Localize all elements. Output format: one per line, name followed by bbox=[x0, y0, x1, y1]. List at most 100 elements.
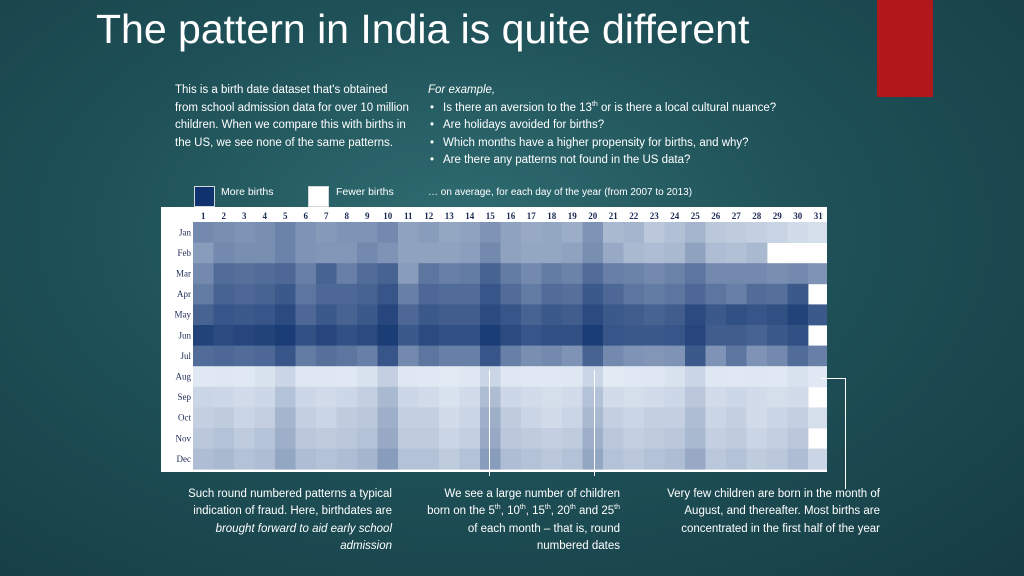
heatmap-cell bbox=[603, 222, 624, 243]
x-tick-label: 22 bbox=[629, 211, 639, 221]
heatmap-cell bbox=[644, 428, 665, 449]
x-tick-label: 18 bbox=[547, 211, 557, 221]
heatmap-cell bbox=[193, 283, 214, 305]
heatmap-cell bbox=[439, 222, 460, 243]
heatmap-cell bbox=[295, 283, 317, 305]
heatmap-cell bbox=[316, 448, 337, 470]
heatmap-cell bbox=[398, 283, 419, 305]
x-tick-label: 2 bbox=[222, 211, 227, 221]
legend-swatch-fewer bbox=[308, 186, 329, 207]
heatmap-cell bbox=[685, 263, 706, 285]
heatmap-cell bbox=[295, 448, 317, 470]
heatmap-cell bbox=[336, 304, 358, 326]
heatmap-cell bbox=[295, 345, 317, 367]
heatmap-cell bbox=[623, 366, 645, 388]
heatmap-cell bbox=[705, 386, 727, 408]
heatmap-cell bbox=[480, 325, 501, 346]
heatmap-cell bbox=[664, 222, 686, 243]
heatmap-cell bbox=[644, 407, 665, 429]
x-tick-label: 14 bbox=[465, 211, 475, 221]
heatmap-cell bbox=[603, 263, 624, 285]
heatmap-cell bbox=[418, 242, 440, 264]
heatmap-cell bbox=[746, 428, 768, 449]
heatmap-cell bbox=[398, 242, 419, 264]
heatmap-cell bbox=[213, 448, 235, 470]
heatmap-cell bbox=[295, 386, 317, 408]
heatmap-cell bbox=[541, 263, 563, 285]
heatmap-cell bbox=[377, 263, 399, 285]
x-tick-label: 27 bbox=[732, 211, 742, 221]
heatmap-cell bbox=[644, 304, 665, 326]
heatmap-cell bbox=[439, 345, 460, 367]
x-tick-label: 7 bbox=[324, 211, 329, 221]
heatmap-cell bbox=[808, 448, 827, 470]
heatmap-cell bbox=[521, 263, 542, 285]
heatmap-cell bbox=[193, 448, 214, 470]
heatmap-cell bbox=[439, 366, 460, 388]
heatmap-cell bbox=[500, 428, 522, 449]
heatmap-cell bbox=[664, 366, 686, 388]
heatmap-cell bbox=[767, 263, 788, 285]
heatmap-cell bbox=[357, 386, 378, 408]
heatmap-cell bbox=[623, 222, 645, 243]
heatmap-cell bbox=[603, 366, 624, 388]
heatmap-cell bbox=[787, 386, 809, 408]
heatmap-cell bbox=[582, 242, 604, 264]
heatmap-cell bbox=[664, 345, 686, 367]
heatmap-cell bbox=[213, 345, 235, 367]
heatmap-cell bbox=[685, 448, 706, 470]
heatmap-cell bbox=[787, 304, 809, 326]
heatmap-cell bbox=[685, 407, 706, 429]
heatmap-cell bbox=[254, 386, 276, 408]
heatmap-cell bbox=[623, 386, 645, 408]
heatmap-cell bbox=[787, 345, 809, 367]
heatmap-cell bbox=[582, 222, 604, 243]
heatmap-cell bbox=[336, 366, 358, 388]
heatmap-cell bbox=[439, 325, 460, 346]
heatmap-cell bbox=[193, 407, 214, 429]
heatmap-cell bbox=[439, 428, 460, 449]
heatmap-cell bbox=[459, 222, 481, 243]
heatmap-cell bbox=[562, 448, 583, 470]
heatmap-cell bbox=[234, 366, 255, 388]
heatmap-cell bbox=[582, 366, 604, 388]
heatmap-cell bbox=[357, 222, 378, 243]
heatmap-cell bbox=[562, 263, 583, 285]
heatmap-cell bbox=[644, 242, 665, 264]
heatmap-cell bbox=[767, 386, 788, 408]
heatmap-cell bbox=[746, 345, 768, 367]
heatmap-cell bbox=[254, 448, 276, 470]
heatmap-cell bbox=[500, 263, 522, 285]
y-tick-label: Sep bbox=[178, 392, 192, 402]
heatmap-cell bbox=[275, 304, 296, 326]
heatmap-cell bbox=[213, 222, 235, 243]
heatmap-cell bbox=[623, 242, 645, 264]
heatmap-cell bbox=[582, 407, 604, 429]
heatmap-cell bbox=[295, 304, 317, 326]
heatmap-cell bbox=[787, 448, 809, 470]
heatmap-cell bbox=[808, 304, 827, 326]
heatmap-cell bbox=[213, 407, 235, 429]
heatmap-cell bbox=[234, 448, 255, 470]
heatmap-cell bbox=[213, 263, 235, 285]
heatmap-cell bbox=[787, 428, 809, 449]
heatmap-cell bbox=[726, 304, 747, 326]
heatmap-cell bbox=[275, 222, 296, 243]
heatmap-cell bbox=[439, 242, 460, 264]
heatmap-cell bbox=[377, 345, 399, 367]
heatmap-cell bbox=[234, 304, 255, 326]
heatmap-cell bbox=[685, 283, 706, 305]
heatmap-cell bbox=[480, 386, 501, 408]
heatmap-cell bbox=[357, 448, 378, 470]
heatmap-cell bbox=[746, 366, 768, 388]
heatmap-cell bbox=[767, 304, 788, 326]
heatmap-cell bbox=[746, 263, 768, 285]
heatmap-cell bbox=[541, 304, 563, 326]
heatmap-cell bbox=[254, 345, 276, 367]
heatmap-cell bbox=[562, 325, 583, 346]
heatmap-cell bbox=[562, 242, 583, 264]
heatmap-cell bbox=[582, 283, 604, 305]
y-tick-label: May bbox=[175, 310, 192, 320]
heatmap-cell bbox=[234, 428, 255, 449]
x-tick-label: 9 bbox=[365, 211, 370, 221]
